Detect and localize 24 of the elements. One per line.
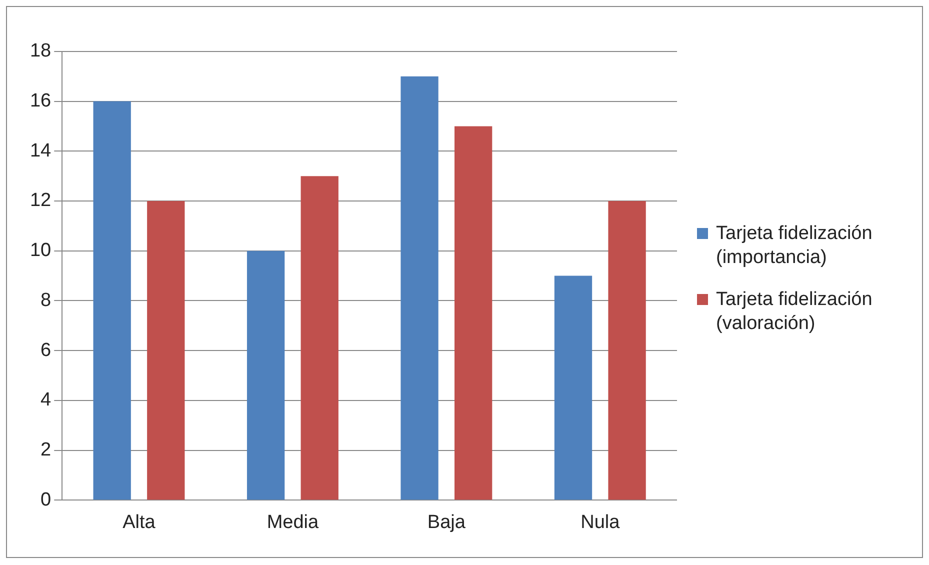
y-tick-label: 6 [40, 340, 52, 361]
x-tick-label: Baja [427, 512, 466, 533]
bar [454, 126, 492, 500]
y-tick-label: 2 [40, 440, 52, 461]
bar [608, 201, 646, 500]
x-tick-label: Nula [580, 512, 620, 533]
bar [246, 250, 285, 500]
x-tick-label: Alta [122, 512, 156, 533]
y-tick-label: 12 [30, 190, 52, 212]
bar [554, 276, 592, 500]
bar [147, 201, 185, 500]
y-tick-label: 16 [30, 90, 52, 112]
bar [400, 76, 438, 500]
bar [93, 101, 131, 500]
y-tick-label: 18 [30, 40, 52, 62]
y-tick-label: 8 [40, 290, 52, 311]
legend-label: Tarjeta fidelización (valoración) [716, 288, 874, 336]
y-tick-label: 14 [30, 140, 52, 162]
y-tick-label: 10 [30, 240, 52, 262]
x-tick-label: Media [266, 512, 320, 533]
y-tick-label: 4 [40, 390, 52, 411]
bar [300, 176, 338, 500]
legend-label: Tarjeta fidelización (importancia) [716, 222, 874, 270]
y-tick-label: 0 [40, 489, 52, 510]
